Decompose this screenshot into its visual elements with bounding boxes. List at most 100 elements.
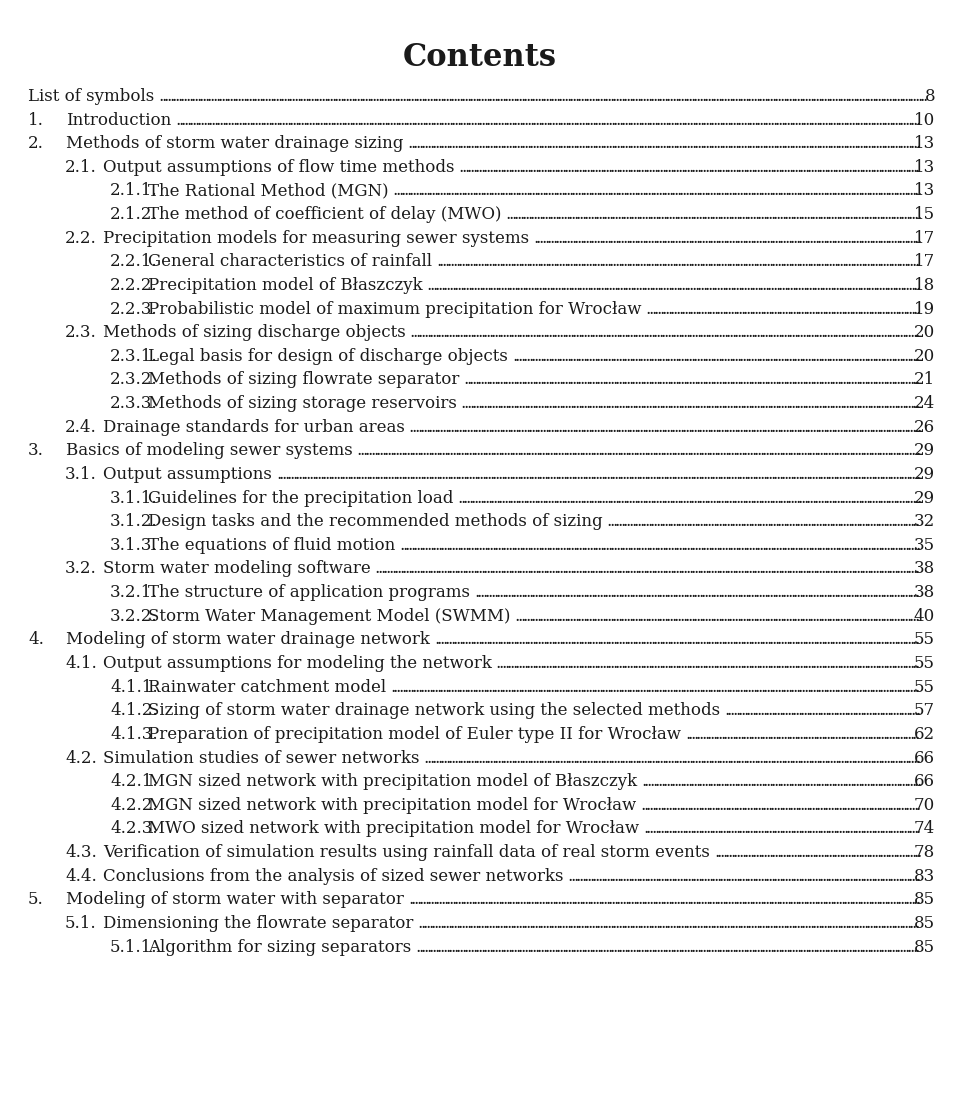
Text: .: . [468,88,474,104]
Text: .: . [751,702,756,719]
Text: .: . [525,419,530,435]
Text: .: . [744,655,750,671]
Text: .: . [761,442,767,459]
Text: .: . [541,347,547,365]
Text: .: . [835,820,840,837]
Text: .: . [707,914,711,932]
Text: .: . [899,560,903,577]
Text: .: . [590,158,596,176]
Text: .: . [705,442,710,459]
Text: .: . [575,536,580,554]
Text: .: . [518,135,523,152]
Text: .: . [669,560,674,577]
Text: .: . [288,88,293,104]
Text: .: . [517,324,523,341]
Text: .: . [753,395,757,412]
Text: .: . [806,914,811,932]
Text: .: . [729,560,733,577]
Text: .: . [507,750,513,766]
Text: .: . [860,253,865,270]
Text: .: . [907,135,912,152]
Text: .: . [909,631,914,648]
Text: .: . [497,466,502,482]
Text: .: . [581,891,586,908]
Text: .: . [829,702,834,719]
Text: .: . [912,324,917,341]
Text: .: . [874,182,878,199]
Text: .: . [903,608,908,624]
Text: .: . [912,371,917,388]
Text: .: . [630,442,635,459]
Text: .: . [682,88,687,104]
Text: .: . [649,490,655,507]
Text: .: . [835,844,841,861]
Text: .: . [850,158,855,176]
Text: 4.1.2.: 4.1.2. [110,702,157,719]
Text: .: . [340,111,346,129]
Text: .: . [804,725,809,743]
Text: .: . [863,158,869,176]
Text: .: . [893,725,899,743]
Text: .: . [688,300,694,318]
Text: .: . [832,490,838,507]
Text: .: . [420,560,426,577]
Text: .: . [878,207,883,223]
Text: .: . [656,750,660,766]
Text: .: . [898,490,902,507]
Text: .: . [533,230,539,246]
Text: .: . [501,914,506,932]
Text: .: . [909,914,914,932]
Text: .: . [405,442,411,459]
Text: .: . [675,536,680,554]
Text: .: . [814,371,820,388]
Text: .: . [744,88,750,104]
Text: .: . [715,135,720,152]
Text: .: . [774,655,780,671]
Text: .: . [890,253,895,270]
Text: .: . [914,230,919,246]
Text: .: . [704,253,708,270]
Text: .: . [751,536,756,554]
Text: .: . [705,536,709,554]
Text: .: . [462,442,468,459]
Text: .: . [794,536,799,554]
Text: .: . [737,797,743,813]
Text: .: . [394,111,399,129]
Text: .: . [868,347,874,365]
Text: .: . [728,490,732,507]
Text: .: . [607,536,612,554]
Text: .: . [622,490,627,507]
Text: .: . [752,182,757,199]
Text: .: . [756,111,761,129]
Text: .: . [543,442,548,459]
Text: .: . [669,324,674,341]
Text: .: . [891,536,896,554]
Text: .: . [882,914,887,932]
Text: .: . [583,750,588,766]
Text: .: . [448,536,453,554]
Text: .: . [744,773,749,790]
Text: .: . [914,88,920,104]
Text: .: . [699,536,705,554]
Text: .: . [805,820,810,837]
Text: .: . [887,631,893,648]
Text: .: . [231,88,236,104]
Text: .: . [771,490,776,507]
Text: .: . [906,631,912,648]
Text: .: . [578,891,584,908]
Text: .: . [542,560,547,577]
Text: .: . [799,324,804,341]
Text: .: . [456,277,462,293]
Text: 29: 29 [914,466,935,482]
Text: .: . [683,513,687,530]
Text: .: . [545,560,550,577]
Text: .: . [851,891,856,908]
Text: .: . [572,324,577,341]
Text: .: . [482,88,488,104]
Text: .: . [898,773,902,790]
Text: .: . [895,678,900,696]
Text: .: . [771,513,777,530]
Text: .: . [732,300,737,318]
Text: .: . [838,253,844,270]
Text: .: . [513,324,517,341]
